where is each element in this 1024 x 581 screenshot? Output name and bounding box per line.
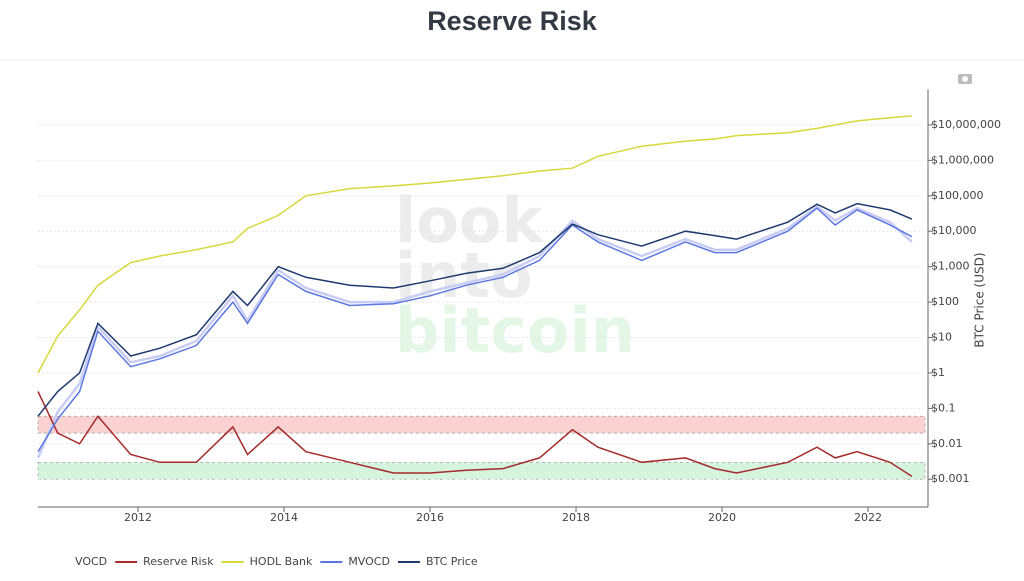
series-line bbox=[37, 207, 913, 453]
y-tick-label: $0.1 bbox=[931, 401, 956, 414]
series-line bbox=[37, 391, 913, 478]
legend-label: HODL Bank bbox=[250, 555, 313, 568]
legend-label: Reserve Risk bbox=[143, 555, 214, 568]
x-tick-label: 2012 bbox=[124, 511, 152, 524]
legend-label: BTC Price bbox=[426, 555, 478, 568]
x-tick-label: 2022 bbox=[854, 511, 882, 524]
y-tick-label: $0.01 bbox=[931, 437, 963, 450]
series-line bbox=[37, 115, 912, 374]
x-tick-label: 2018 bbox=[562, 511, 590, 524]
legend-label: MVOCD bbox=[348, 555, 390, 568]
y-axis-label: BTC Price (USD) bbox=[973, 252, 987, 347]
y-tick-label: $10,000 bbox=[931, 224, 977, 237]
legend-label: VOCD bbox=[75, 555, 107, 568]
band bbox=[37, 415, 926, 434]
y-tick-label: $10,000,000 bbox=[931, 118, 1001, 131]
x-tick-label: 2016 bbox=[416, 511, 444, 524]
y-tick-label: $1 bbox=[931, 366, 945, 379]
y-tick-label: $0.001 bbox=[931, 472, 970, 485]
watermark: into bbox=[395, 239, 533, 312]
y-tick-label: $1,000,000 bbox=[931, 153, 994, 166]
y-tick-label: $100 bbox=[931, 295, 959, 308]
watermark: bitcoin bbox=[395, 294, 635, 367]
y-tick-label: $10 bbox=[931, 331, 952, 344]
series-line bbox=[37, 202, 913, 417]
x-tick-label: 2014 bbox=[270, 511, 298, 524]
camera-icon[interactable] bbox=[958, 74, 972, 84]
y-tick-label: $1,000 bbox=[931, 260, 970, 273]
y-tick-label: $100,000 bbox=[931, 189, 984, 202]
x-tick-label: 2020 bbox=[708, 511, 736, 524]
chart-title: Reserve Risk bbox=[427, 6, 597, 36]
band bbox=[37, 461, 926, 480]
series-line bbox=[36, 204, 913, 459]
